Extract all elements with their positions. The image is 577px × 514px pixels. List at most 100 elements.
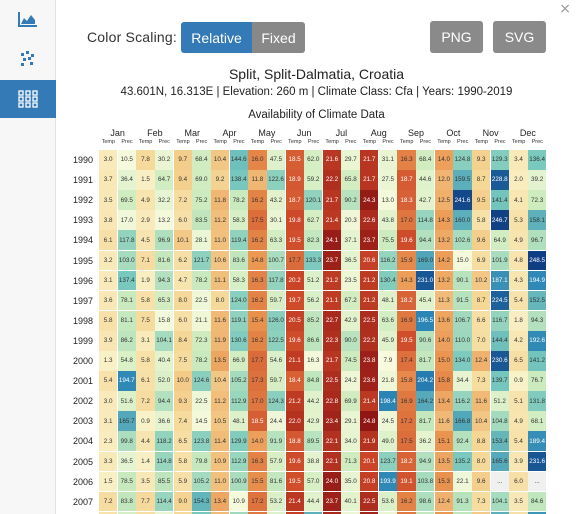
svg-export-button[interactable]: SVG	[493, 21, 546, 53]
prec-cell: 94.3	[527, 310, 547, 331]
prec-cell: 51.2	[490, 391, 509, 411]
temp-cell: 10.4	[210, 150, 230, 170]
prec-cell: 65.8	[341, 170, 360, 190]
prec-cell: 94.4	[154, 391, 174, 411]
temp-cell: 11.8	[210, 190, 230, 210]
temp-cell: 9.6	[472, 471, 491, 492]
temp-cell: 1.5	[136, 170, 155, 190]
temp-cell: 20.8	[360, 471, 379, 492]
prec-cell: 228.8	[490, 170, 509, 190]
prec-cell: 144.6	[229, 150, 248, 170]
temp-cell: 22.6	[360, 210, 379, 231]
year-label: 1992	[73, 195, 94, 206]
prec-cell: 44.6	[416, 170, 435, 190]
temp-cell: 9.3	[472, 150, 491, 170]
month-label: Jan	[110, 128, 125, 138]
temp-cell: 15.0	[434, 351, 454, 371]
prec-cell: 114.8	[154, 451, 174, 472]
temp-cell: 22.1	[322, 431, 342, 452]
prec-cell: 48.1	[229, 411, 248, 432]
temp-cell: 7.1	[136, 250, 155, 271]
temp-cell: 4.5	[136, 230, 155, 251]
temp-cell: 11.4	[210, 431, 230, 452]
prec-cell: 124.0	[229, 290, 248, 311]
prec-cell: 72.3	[527, 190, 547, 210]
month-label: Feb	[147, 128, 163, 138]
prec-cell: 130.4	[378, 270, 398, 291]
fixed-scaling-button[interactable]: Fixed	[252, 22, 305, 53]
temp-cell: 3.0	[99, 391, 118, 411]
temp-cell: 12.4	[472, 351, 491, 371]
temp-cell: 13.4	[434, 391, 454, 411]
prec-cell: 48.1	[378, 290, 398, 311]
prec-cell: 129.9	[229, 431, 248, 452]
prec-cell: 103.0	[117, 250, 136, 271]
temp-cell: 6.6	[472, 310, 491, 331]
sidebar-item-area-chart[interactable]	[0, 0, 56, 38]
prec-cell: 104.1	[490, 491, 509, 512]
temp-cell: 17.0	[397, 210, 416, 231]
temp-cell: 5.3	[509, 210, 528, 231]
prec-cell: 35.0	[341, 471, 360, 492]
year-label: 2006	[73, 476, 94, 487]
sub-label: Temp	[437, 139, 451, 145]
prec-cell: 22.1	[453, 471, 472, 492]
temp-cell: 23.7	[322, 491, 342, 512]
prec-cell: 138.4	[229, 170, 248, 190]
prec-cell: 69.0	[192, 170, 211, 190]
prec-cell: 110.0	[453, 330, 472, 351]
prec-cell: 83.8	[117, 491, 136, 512]
prec-cell: 34.4	[453, 371, 472, 391]
temp-cell: 16.3	[248, 451, 267, 472]
prec-cell: 39.2	[527, 170, 547, 190]
sub-label: Prec	[233, 139, 245, 145]
temp-cell: 15.4	[248, 310, 267, 331]
prec-cell: 79.8	[192, 451, 211, 472]
prec-cell: 224.5	[490, 290, 509, 311]
prec-cell: 84.6	[527, 491, 547, 512]
temp-cell: 4.8	[509, 250, 528, 271]
prec-cell: 152.5	[527, 290, 547, 311]
year-label: 1997	[73, 295, 94, 306]
prec-cell: 123.8	[192, 431, 211, 452]
sidebar-item-scatter[interactable]	[0, 40, 56, 78]
sub-label: Temp	[474, 139, 489, 145]
temp-cell: 13.6	[434, 310, 454, 331]
prec-cell: 69.9	[341, 391, 360, 411]
sub-label: Prec	[345, 139, 357, 145]
prec-cell: 83.5	[192, 210, 211, 231]
month-label: May	[258, 128, 276, 138]
png-export-button[interactable]: PNG	[430, 21, 483, 53]
temp-cell: 6.9	[472, 250, 491, 271]
sub-label: Prec	[419, 139, 432, 145]
prec-cell: 58.3	[229, 210, 248, 231]
temp-cell: 18.4	[285, 371, 304, 391]
temp-cell: 21.4	[360, 391, 379, 411]
temp-cell: 7.0	[472, 330, 491, 351]
month-label: Nov	[482, 128, 499, 138]
sub-label: Prec	[494, 139, 506, 145]
temp-cell: 2.0	[509, 170, 528, 190]
temp-cell: 21.7	[360, 150, 379, 170]
temp-cell: 9.3	[173, 391, 192, 411]
prec-cell: 106.7	[453, 310, 472, 331]
close-icon[interactable]: ×	[559, 1, 571, 17]
prec-cell: 248.5	[527, 250, 547, 271]
year-label: 1994	[73, 235, 94, 246]
year-label: 2001	[73, 376, 94, 387]
prec-cell: 22.5	[192, 391, 211, 411]
page-title: Split, Split-Dalmatia, Croatia	[228, 66, 405, 82]
prec-cell: 129.3	[490, 150, 509, 170]
relative-scaling-button[interactable]: Relative	[181, 22, 252, 53]
temp-cell: 18.2	[397, 290, 416, 311]
temp-cell: 16.2	[248, 190, 267, 210]
prec-cell: 91.9	[266, 431, 286, 452]
temp-cell: 9.6	[472, 230, 491, 251]
sub-label: Temp	[288, 139, 302, 145]
sidebar-item-grid[interactable]	[0, 80, 56, 118]
prec-cell: 78.1	[117, 290, 136, 311]
prec-cell: 56.2	[304, 290, 323, 311]
prec-cell: 36.5	[117, 451, 136, 472]
prec-cell: 189.4	[527, 431, 547, 452]
temp-cell: 2.3	[99, 431, 118, 452]
